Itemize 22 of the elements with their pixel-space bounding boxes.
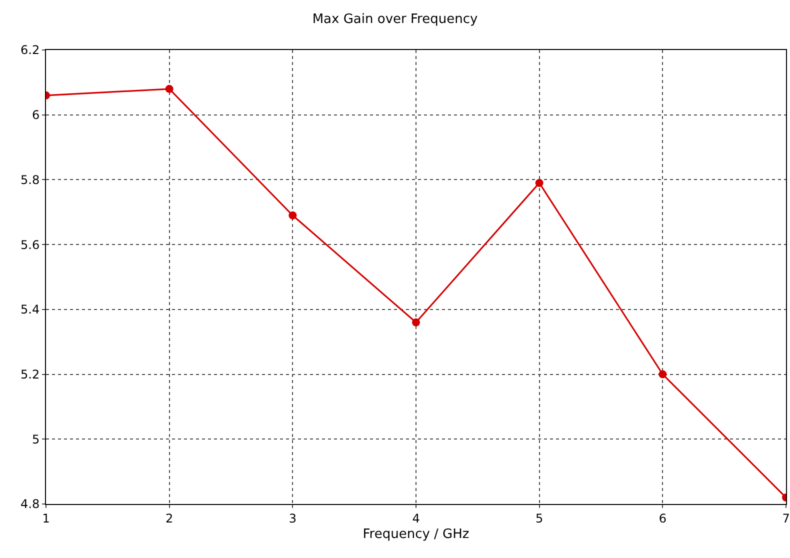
y-tick-label: 5.4 [20,302,40,317]
y-tick-label: 5.8 [20,172,40,187]
y-tick-label: 6 [32,108,40,122]
y-tick-label: 5 [32,432,40,446]
x-tick-label: 4 [412,511,420,526]
y-tick-label: 6.2 [20,43,40,58]
chart-title: Max Gain over Frequency [312,12,478,28]
point [658,370,667,378]
x-tick-label: 6 [658,511,666,526]
x-tick-label: 1 [42,511,50,526]
x-axis-title: Frequency / GHz [362,527,470,542]
x-tick-label: 2 [166,511,174,526]
y-tick-label: 4.8 [20,497,40,512]
point [412,318,420,326]
y-tick-label: 5.6 [20,238,40,252]
point [535,178,544,187]
y-tick-label: 5.2 [20,367,40,382]
point [288,211,297,220]
x-tick-label: 3 [288,511,296,526]
x-tick-label: 7 [782,511,790,526]
x-tick-label: 5 [536,511,544,526]
point [165,84,174,93]
